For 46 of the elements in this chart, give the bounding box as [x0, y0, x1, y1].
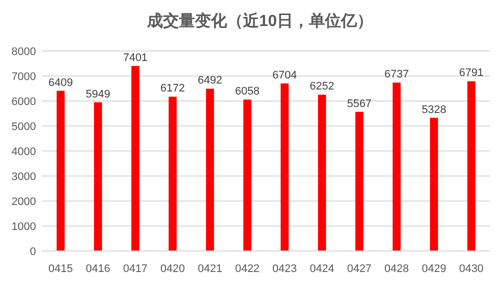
- data-label: 7401: [123, 52, 148, 64]
- x-tick-label: 0429: [422, 263, 446, 275]
- y-tick-label: 1000: [12, 221, 36, 233]
- data-label: 6791: [459, 67, 484, 80]
- data-label: 5567: [347, 98, 372, 110]
- bar: [280, 83, 289, 251]
- y-tick-label: 8000: [12, 46, 36, 58]
- data-label: 5949: [86, 88, 110, 100]
- y-tick-label: 6000: [12, 96, 36, 108]
- x-tick-label: 0423: [272, 263, 297, 275]
- data-label: 6058: [235, 86, 260, 98]
- x-tick-label: 0417: [123, 263, 148, 275]
- x-tick-label: 0421: [198, 263, 222, 275]
- data-label: 6172: [160, 82, 185, 95]
- x-tick-label: 0415: [48, 263, 73, 275]
- x-tick-label: 0427: [347, 263, 372, 275]
- bar: [392, 82, 401, 251]
- x-tick-label: 0422: [235, 263, 260, 275]
- data-label: 6737: [384, 68, 409, 81]
- chart-title: 成交量变化（近10日，单位亿）: [146, 11, 373, 30]
- y-tick-label: 2000: [12, 196, 36, 208]
- data-label: 6492: [198, 74, 222, 87]
- y-tick-label: 0: [30, 246, 36, 258]
- x-tick-label: 0424: [310, 263, 334, 275]
- bar: [94, 102, 102, 251]
- bar: [56, 90, 65, 251]
- bar: [243, 100, 252, 251]
- y-tick-label: 4000: [12, 146, 36, 158]
- data-label: 6409: [48, 76, 73, 89]
- data-label: 6704: [272, 69, 297, 82]
- bar: [355, 112, 364, 251]
- bar: [430, 118, 438, 251]
- bar: [168, 96, 177, 251]
- bar: [206, 88, 214, 251]
- x-tick-label: 0428: [384, 263, 409, 275]
- x-tick-label: 0416: [86, 263, 110, 275]
- bar: [131, 66, 140, 251]
- data-label: 6252: [310, 80, 334, 93]
- data-label: 5328: [422, 104, 446, 116]
- bar: [467, 81, 476, 251]
- x-tick-label: 0420: [160, 263, 185, 275]
- x-tick-label: 0430: [459, 263, 484, 275]
- y-tick-label: 3000: [12, 171, 36, 183]
- bar: [318, 94, 326, 251]
- y-tick-label: 7000: [12, 71, 36, 83]
- y-tick-label: 5000: [12, 121, 36, 133]
